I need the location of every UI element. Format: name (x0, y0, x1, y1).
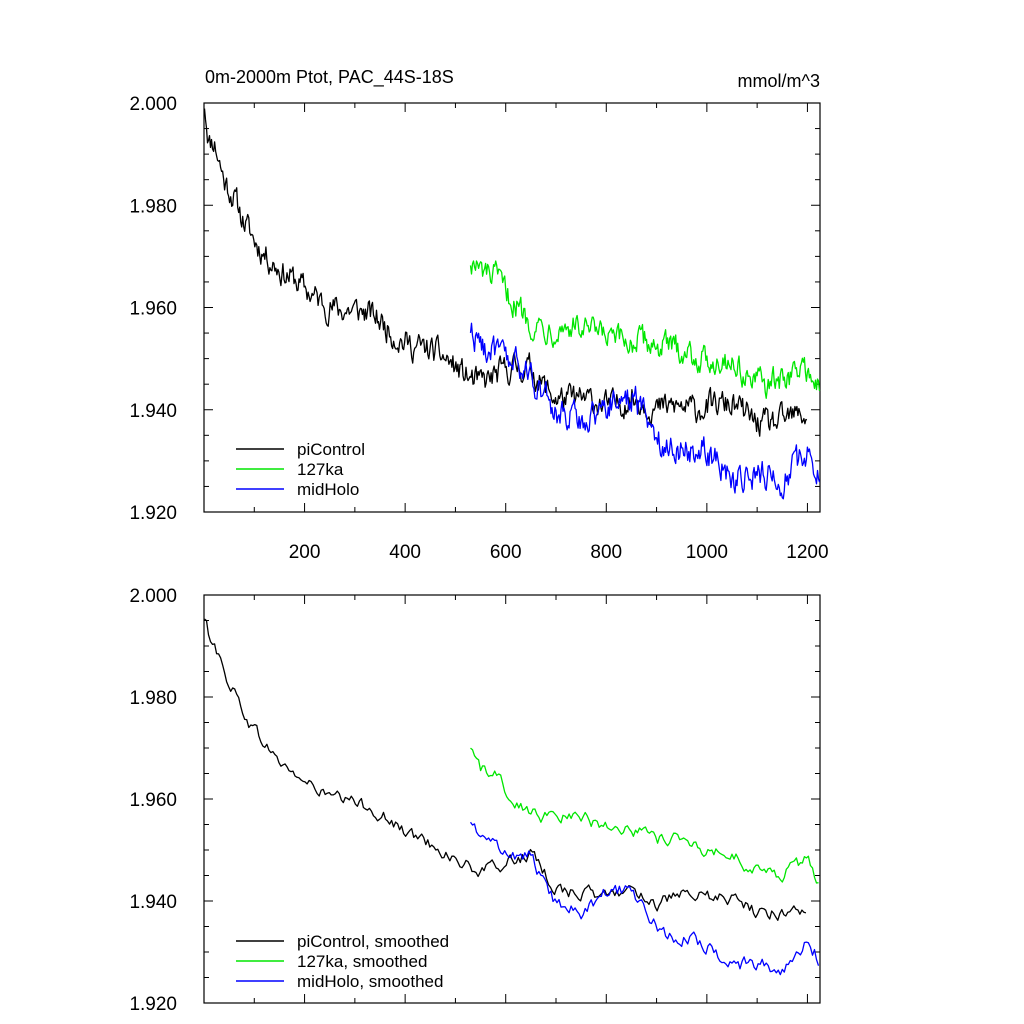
y-tick-label: 2.000 (129, 586, 177, 607)
x-tick-label: 600 (490, 542, 522, 563)
y-tick-label: 2.000 (129, 94, 177, 115)
x-tick-label: 200 (289, 542, 321, 563)
legend-label: midHolo (297, 480, 359, 499)
y-tick-label: 1.980 (129, 688, 177, 709)
top-panel: 0m-2000m Ptot, PAC_44S-18S mmol/m^3 1.92… (129, 67, 828, 563)
series-line (469, 821, 820, 976)
legend-label: 127ka, smoothed (297, 952, 427, 971)
series-line (204, 618, 807, 921)
y-tick-label: 1.940 (129, 401, 177, 422)
chart-units: mmol/m^3 (738, 71, 820, 91)
y-tick-label: 1.960 (129, 790, 177, 811)
x-tick-label: 1200 (786, 542, 828, 563)
legend-label: 127ka (297, 460, 344, 479)
y-tick-label: 1.920 (129, 503, 177, 524)
legend-label: piControl, smoothed (297, 932, 449, 951)
x-tick-label: 800 (590, 542, 622, 563)
y-tick-label: 1.940 (129, 892, 177, 913)
bottom-panel: 1.920 1.940 1.960 1.980 2.000 piControl, smoo… (129, 586, 821, 1015)
y-tick-label: 1.960 (129, 299, 177, 320)
legend-label: piControl (297, 440, 365, 459)
plot-area: 1.920 1.940 1.960 1.980 2.000 200 400 600 800 100… (129, 94, 828, 563)
x-tick-label: 400 (389, 542, 421, 563)
y-tick-label: 1.920 (129, 994, 177, 1015)
series-line (469, 322, 821, 500)
series-line (469, 260, 821, 399)
chart-title: 0m-2000m Ptot, PAC_44S-18S (205, 67, 454, 88)
series-line (470, 747, 819, 884)
legend-label: midHolo, smoothed (297, 972, 443, 991)
plot-area: 1.920 1.940 1.960 1.980 2.000 piControl, smoo… (129, 586, 821, 1015)
x-tick-label: 1000 (686, 542, 728, 563)
series-line (203, 108, 808, 437)
y-tick-label: 1.980 (129, 196, 177, 217)
